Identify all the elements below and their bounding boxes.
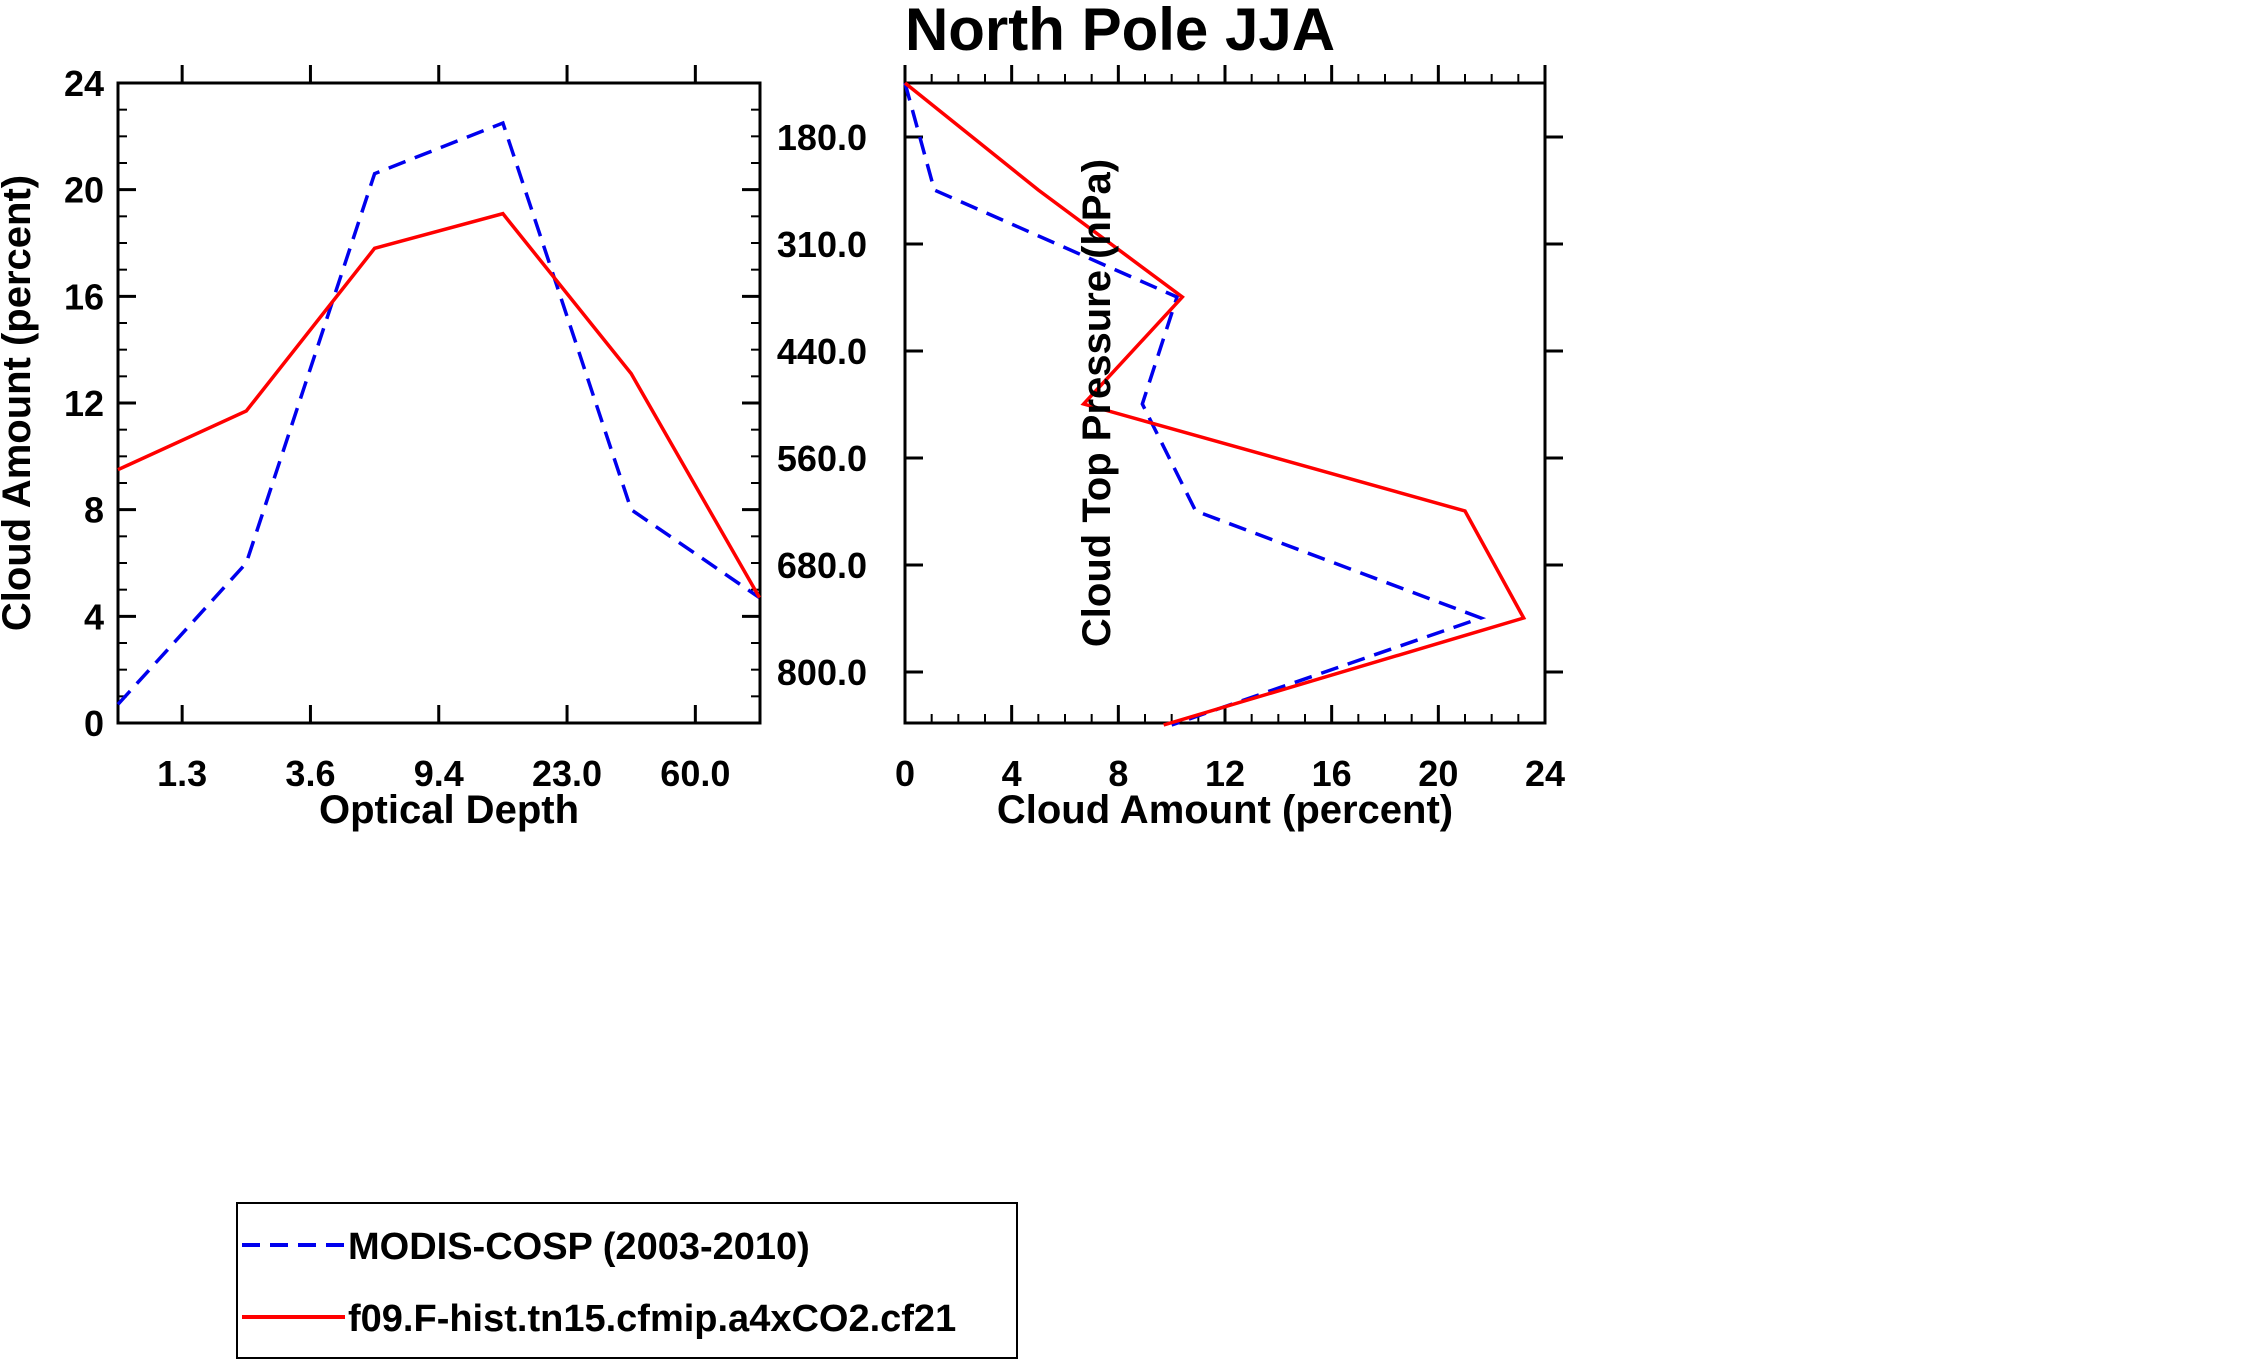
left-x-tick-label: 9.4	[414, 753, 464, 794]
left-axis-ticks: 0 4 8 12 16 20 24 1.3 3.6 9.4 23.0 60.0	[64, 63, 760, 794]
left-y-tick-label: 4	[84, 596, 104, 637]
left-y-tick-label: 16	[64, 276, 104, 317]
right-x-tick-label: 8	[1108, 753, 1128, 794]
left-x-tick-label: 23.0	[532, 753, 602, 794]
legend-box	[236, 1202, 1018, 1359]
left-y-tick-label: 8	[84, 490, 104, 531]
left-x-tick-label: 3.6	[285, 753, 335, 794]
left-series-lines	[116, 120, 762, 706]
right-series-line-1	[903, 81, 1527, 727]
left-x-axis-label: Optical Depth	[319, 788, 579, 832]
right-x-tick-label: 12	[1205, 753, 1245, 794]
right-x-tick-label: 20	[1418, 753, 1458, 794]
left-y-tick-label: 20	[64, 170, 104, 211]
right-x-tick-label: 24	[1525, 753, 1565, 794]
right-y-axis-label: Cloud Top Pressure (hPa)	[1075, 159, 1119, 647]
right-x-tick-label: 0	[895, 753, 915, 794]
legend: MODIS-COSP (2003-2010) f09.F-hist.tn15.c…	[236, 1202, 1018, 1359]
left-y-tick-label: 12	[64, 383, 104, 424]
left-series-line-0	[116, 120, 761, 706]
legend-label-modis: MODIS-COSP (2003-2010)	[348, 1226, 810, 1268]
right-x-tick-label: 16	[1312, 753, 1352, 794]
right-x-axis-label: Cloud Amount (percent)	[997, 788, 1453, 832]
optical-depth-panel: 0 4 8 12 16 20 24 1.3 3.6 9.4 23.0 60.0 Optical Dep…	[0, 63, 762, 832]
chart-title: North Pole JJA	[905, 0, 1335, 63]
right-y-tick-label: 680.0	[777, 545, 867, 586]
left-series-line-1	[117, 211, 762, 599]
left-y-tick-label: 0	[84, 703, 104, 744]
left-y-axis-label: Cloud Amount (percent)	[0, 175, 39, 631]
right-axis-ticks: 0 4 8 12 16 20 24 180.0 310.0 440.0 560.0 680.0 800.…	[777, 65, 1565, 794]
right-y-tick-label: 800.0	[777, 652, 867, 693]
right-series-line-0	[903, 82, 1487, 727]
right-x-tick-label: 4	[1002, 753, 1022, 794]
right-y-tick-label: 180.0	[777, 117, 867, 158]
left-plot-frame	[116, 81, 762, 725]
right-plot-frame	[903, 81, 1547, 725]
right-y-tick-label: 560.0	[777, 438, 867, 479]
left-y-tick-label: 24	[64, 63, 104, 104]
legend-label-model: f09.F-hist.tn15.cfmip.a4xCO2.cf21	[348, 1298, 956, 1340]
right-y-tick-label: 310.0	[777, 224, 867, 265]
right-series-lines	[903, 81, 1527, 727]
pressure-panel: 0 4 8 12 16 20 24 180.0 310.0 440.0 560.0 680.0 800.…	[777, 65, 1565, 832]
left-x-tick-label: 1.3	[157, 753, 207, 794]
left-x-tick-label: 60.0	[660, 753, 730, 794]
right-y-tick-label: 440.0	[777, 331, 867, 372]
